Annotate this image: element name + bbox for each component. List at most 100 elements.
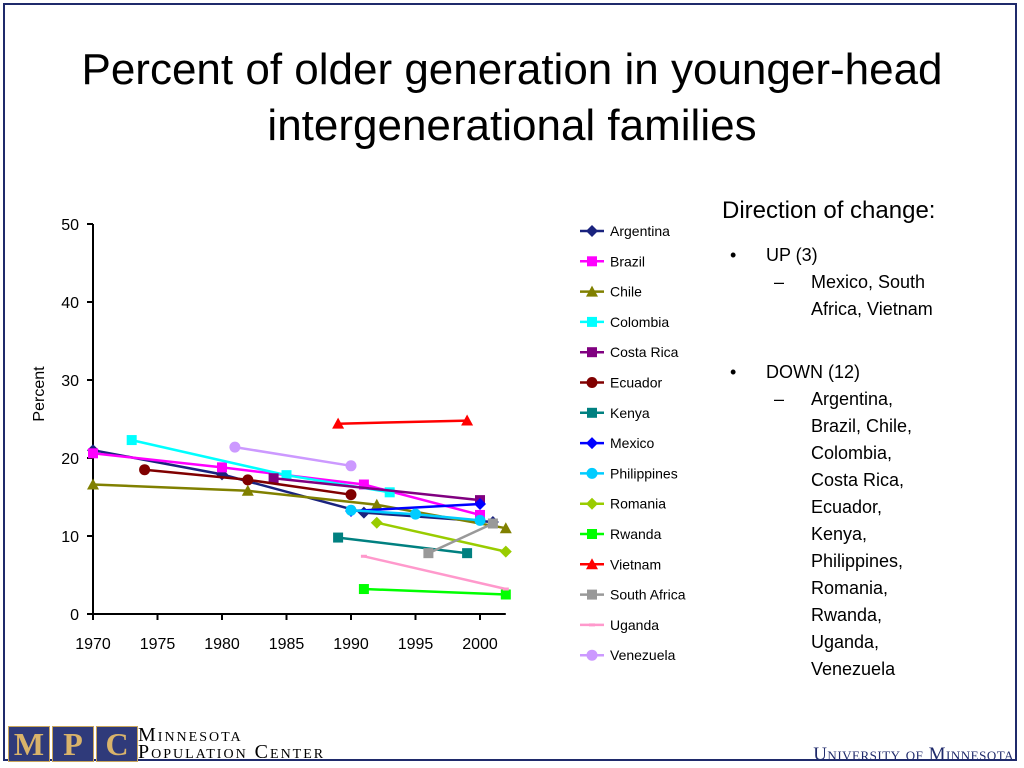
y-tick-label: 50 xyxy=(61,217,79,234)
series-line-kenya xyxy=(337,536,468,555)
data-point-brazil xyxy=(88,448,98,459)
down-country-line: Uganda, xyxy=(811,632,880,652)
down-country-line: Ecuador, xyxy=(811,497,883,517)
legend-label-romania: Romania xyxy=(610,496,666,512)
data-point-philippines xyxy=(345,504,357,516)
mpc-letter: C xyxy=(96,726,138,762)
direction-heading: Direction of change: xyxy=(722,197,936,224)
data-point-brazil xyxy=(358,479,369,490)
down-country-line: Philippines, xyxy=(811,551,904,571)
data-point-chile xyxy=(499,522,512,534)
legend-marker-romania xyxy=(586,497,598,510)
legend-label-brazil: Brazil xyxy=(610,253,645,269)
data-point-philippines xyxy=(474,514,486,526)
direction-panel: Direction of change: UP (3) – Mexico, So… xyxy=(722,196,1012,683)
dash-marker: – xyxy=(774,272,785,292)
legend-marker-brazil xyxy=(587,256,597,267)
series-line-mexico xyxy=(350,502,481,513)
data-point-rwanda xyxy=(500,589,511,600)
series-line-romania xyxy=(376,521,507,553)
data-point-argentina xyxy=(357,506,370,519)
series-line-costa-rica xyxy=(273,477,481,502)
legend-marker-argentina xyxy=(586,225,598,237)
legend-marker-costa-rica xyxy=(587,347,597,358)
data-point-vietnam xyxy=(332,417,345,429)
mpc-letter: P xyxy=(52,726,94,762)
series-line-brazil xyxy=(92,452,481,517)
data-point-ecuador xyxy=(345,489,357,501)
legend-label-south-africa: South Africa xyxy=(610,587,686,603)
data-point-philippines xyxy=(410,508,421,520)
data-point-kenya xyxy=(333,532,344,543)
legend-label-philippines: Philippines xyxy=(610,465,678,481)
data-point-romania xyxy=(499,545,512,558)
data-point-chile xyxy=(241,484,254,496)
data-point-ecuador xyxy=(242,474,254,486)
slide-frame xyxy=(3,3,1017,761)
legend-marker-ecuador xyxy=(586,377,598,388)
y-tick-label: 0 xyxy=(70,607,79,624)
y-tick-label: 20 xyxy=(61,451,79,468)
footer: M P C Minnesota Population Center Univer… xyxy=(0,717,1024,768)
down-bullet: DOWN (12) xyxy=(722,359,1012,386)
series-line-venezuela xyxy=(234,445,352,468)
x-tick-label: 1985 xyxy=(269,636,305,653)
up-countries: – Mexico, South Africa, Vietnam xyxy=(722,269,986,323)
legend-label-venezuela: Venezuela xyxy=(610,647,676,663)
data-point-kenya xyxy=(462,548,473,559)
down-country-line: Venezuela xyxy=(811,659,896,679)
legend-label-chile: Chile xyxy=(610,284,642,300)
legend-label-vietnam: Vietnam xyxy=(610,556,661,572)
mpc-letter: M xyxy=(8,726,50,762)
slide-title: Percent of older generation in younger-h… xyxy=(0,42,1024,154)
series-line-uganda xyxy=(363,555,507,591)
legend-label-argentina: Argentina xyxy=(610,223,670,239)
series-line-argentina xyxy=(92,448,493,524)
data-point-ecuador xyxy=(139,464,151,476)
legend-marker-colombia xyxy=(587,316,597,327)
down-country-line: Kenya, xyxy=(811,524,868,544)
down-country-line: Romania, xyxy=(811,578,889,598)
down-country-line: Argentina, xyxy=(811,389,894,409)
data-point-colombia xyxy=(384,487,395,498)
x-tick-label: 1975 xyxy=(140,636,176,653)
data-point-chile xyxy=(370,498,383,510)
up-country-line: Mexico, South xyxy=(811,272,926,292)
data-point-costa-rica xyxy=(268,473,279,484)
legend-marker-south-africa xyxy=(587,589,597,600)
university-name: University of Minnesota xyxy=(813,744,1014,765)
legend-label-costa-rica: Costa Rica xyxy=(610,344,679,360)
series-line-rwanda xyxy=(363,587,506,596)
legend-label-colombia: Colombia xyxy=(610,314,669,330)
up-country-line: Africa, Vietnam xyxy=(811,299,933,319)
data-point-uganda xyxy=(360,554,367,558)
legend-marker-kenya xyxy=(587,407,597,418)
dash-marker: – xyxy=(774,389,785,409)
data-point-romania xyxy=(370,516,383,529)
y-tick-label: 10 xyxy=(61,529,79,546)
data-point-brazil xyxy=(217,462,227,473)
y-tick-label: 40 xyxy=(61,295,79,312)
down-country-line: Colombia, xyxy=(811,443,893,463)
data-point-venezuela xyxy=(345,460,357,472)
legend-marker-chile xyxy=(586,285,598,297)
legend-label-ecuador: Ecuador xyxy=(610,375,662,391)
legend-marker-mexico xyxy=(586,437,598,450)
x-tick-label: 2000 xyxy=(462,636,498,653)
data-point-south-africa xyxy=(423,548,434,559)
legend-marker-rwanda xyxy=(587,529,597,539)
series-line-south-africa xyxy=(427,522,494,555)
legend-marker-vietnam xyxy=(586,558,598,570)
legend-marker-philippines xyxy=(586,467,598,479)
down-country-line: Costa Rica, xyxy=(811,470,905,490)
data-point-vietnam xyxy=(461,414,474,426)
up-bullet: UP (3) xyxy=(722,242,1012,269)
data-point-chile xyxy=(87,478,99,490)
down-country-line: Rwanda, xyxy=(811,605,883,625)
data-point-colombia xyxy=(126,435,137,446)
slide-title-line-2: intergenerational families xyxy=(267,101,757,150)
data-point-uganda xyxy=(502,587,509,591)
x-tick-label: 1980 xyxy=(204,636,240,653)
legend-label-kenya: Kenya xyxy=(610,405,650,421)
mpc-name: Minnesota Population Center xyxy=(138,725,325,762)
